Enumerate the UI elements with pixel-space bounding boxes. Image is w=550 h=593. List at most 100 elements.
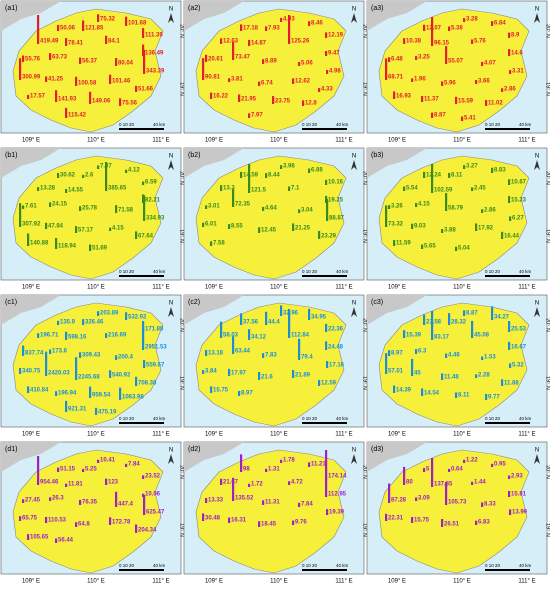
value-label: 37.56: [243, 320, 259, 326]
value-bar: [388, 205, 391, 209]
lon-label: 109° E: [205, 138, 223, 144]
value-label: 14.54: [424, 391, 440, 397]
value-label: 135.52: [235, 496, 254, 502]
value-bar: [248, 483, 251, 487]
value-label: 6.48: [391, 57, 403, 63]
panel-label: (b3): [371, 152, 383, 159]
value-bar: [388, 350, 391, 356]
value-bar: [27, 386, 30, 393]
value-bar: [22, 55, 25, 62]
lat-label: 20° N: [179, 24, 185, 38]
value-bar: [423, 314, 426, 325]
scale-ticks: 0 10 20: [302, 563, 318, 568]
value-label: 11.31: [265, 500, 280, 506]
lon-label: 110° E: [453, 432, 471, 438]
lat-label: 19° N: [362, 229, 368, 243]
value-bar: [135, 85, 138, 92]
lon-label: 109° E: [388, 432, 406, 438]
value-label: 5: [426, 467, 430, 473]
value-label: 0.95: [494, 462, 506, 468]
value-bar: [508, 196, 511, 203]
value-label: 56.44: [58, 538, 74, 544]
value-bar: [445, 482, 448, 505]
lat-label: 19° N: [545, 376, 550, 390]
value-label: 17.97: [231, 371, 247, 377]
island: [12, 302, 164, 427]
value-label: 101.46: [112, 79, 131, 85]
lon-label: 111° E: [335, 432, 352, 438]
value-bar: [262, 353, 265, 358]
lon-label: 109° E: [388, 138, 406, 144]
value-label: 83.17: [434, 335, 450, 341]
value-bar: [481, 61, 484, 66]
north-symbol: [351, 13, 357, 23]
value-label: 47.84: [48, 224, 64, 230]
value-bar: [385, 513, 388, 521]
value-label: 334.93: [146, 216, 165, 222]
value-bar: [49, 53, 52, 60]
value-bar: [403, 38, 406, 44]
value-label: 540.92: [112, 373, 131, 379]
value-bar: [288, 481, 291, 485]
value-label: 45.08: [474, 333, 490, 339]
panel-label: (c2): [188, 299, 200, 306]
value-bar: [75, 357, 78, 380]
value-bar: [238, 94, 241, 102]
value-label: 4.12: [128, 168, 140, 174]
value-bar: [491, 21, 494, 26]
value-bar: [105, 35, 108, 44]
value-label: 90.81: [205, 75, 221, 81]
value-label: 58.79: [448, 206, 464, 212]
value-bar: [205, 205, 208, 209]
value-bar: [125, 463, 128, 467]
value-label: 3.26: [391, 204, 403, 210]
value-label: 57.17: [78, 228, 94, 234]
value-bar: [411, 223, 414, 229]
scale-ticks: 0 10 20: [302, 416, 318, 421]
value-bar: [119, 387, 122, 400]
value-bar: [143, 360, 146, 368]
value-bar: [109, 227, 112, 231]
north-arrow: N: [535, 448, 539, 454]
value-label: 34.27: [494, 315, 510, 321]
value-label: 110.53: [48, 518, 67, 524]
scale-bar: [119, 569, 164, 571]
value-label: 12.62: [295, 79, 311, 85]
value-label: 13.3: [223, 186, 235, 192]
value-bar: [220, 38, 223, 44]
value-bar: [142, 321, 145, 350]
value-bar: [265, 173, 268, 178]
value-bar: [125, 312, 128, 320]
mainland: [184, 1, 244, 31]
value-label: 17.57: [30, 94, 46, 100]
value-bar: [423, 24, 426, 31]
value-label: 22.36: [328, 327, 344, 333]
scale-ticks: 0 10 20: [302, 122, 318, 127]
value-label: 959.54: [92, 393, 111, 399]
value-bar: [109, 370, 112, 378]
value-bar: [97, 14, 100, 22]
value-bar: [119, 98, 122, 106]
value-bar: [82, 20, 85, 31]
value-bar: [415, 349, 418, 354]
value-bar: [22, 205, 25, 209]
value-label: 11.21: [311, 462, 326, 468]
value-label: 203.89: [100, 311, 119, 317]
value-bar: [37, 456, 40, 485]
value-label: 55.07: [448, 59, 464, 65]
value-label: 13.33: [208, 498, 224, 504]
value-label: 105.65: [30, 535, 49, 541]
value-label: 343.39: [146, 69, 165, 75]
north-symbol: [534, 160, 540, 170]
value-bar: [280, 305, 283, 316]
panel-label: (c3): [371, 299, 383, 306]
value-bar: [445, 353, 448, 358]
lat-label: 20° N: [179, 465, 185, 479]
value-label: 96.15: [434, 41, 450, 47]
value-label: 19.25: [328, 198, 344, 204]
scale-bar: [485, 275, 530, 277]
lat-label: 20° N: [362, 171, 368, 185]
value-bar: [65, 107, 68, 118]
value-bar: [448, 26, 451, 31]
lon-label: 110° E: [87, 138, 105, 144]
